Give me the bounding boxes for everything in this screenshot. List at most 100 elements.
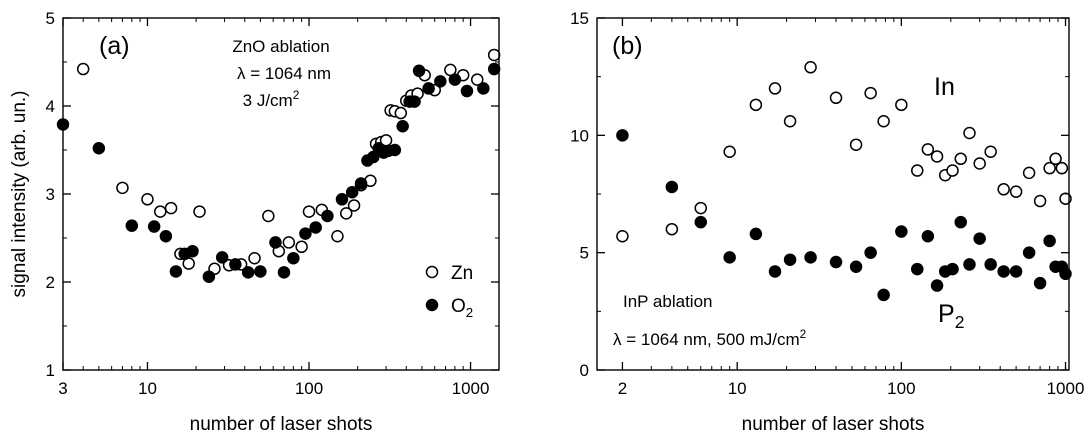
panel-b-open-point bbox=[930, 150, 944, 163]
panel-b-filled-point bbox=[954, 215, 967, 229]
panel-a-filled-point bbox=[388, 143, 402, 157]
panel-b-filled-point bbox=[804, 251, 817, 264]
panel-a-x-tick-label: 1000 bbox=[452, 379, 490, 398]
panel-b-plot-frame bbox=[596, 17, 1070, 371]
panel-a-filled-point bbox=[229, 258, 242, 271]
panel-a-filled-point bbox=[202, 270, 216, 283]
panel-b-filled-point bbox=[665, 180, 679, 194]
panel-a-annotation-sample: ZnO ablation bbox=[232, 37, 329, 56]
panel-a-open-point bbox=[470, 73, 484, 86]
panel-a-x-tick-label: 10 bbox=[138, 379, 157, 398]
panel-b-annotation-sample: InP ablation bbox=[623, 292, 712, 311]
panel-a-open-point bbox=[339, 207, 353, 220]
panel-b-filled-point bbox=[877, 288, 890, 302]
panel-a-open-point bbox=[193, 205, 206, 218]
panel-b-x-tick-label: 2 bbox=[618, 379, 627, 398]
panel-b-open-point bbox=[911, 164, 924, 177]
panel-b-filled-point bbox=[749, 227, 763, 241]
panel-a-filled-point bbox=[269, 236, 282, 249]
panel-a-open-point bbox=[331, 229, 344, 243]
panel-a-filled-point bbox=[277, 266, 291, 279]
panel-b-open-point bbox=[877, 115, 890, 128]
panel-a-filled-point bbox=[299, 227, 312, 240]
panel-b-filled-point bbox=[997, 265, 1010, 278]
panel-a-markers bbox=[56, 48, 501, 283]
legend-marker-o2 bbox=[425, 298, 439, 312]
panel-a-open-point bbox=[302, 205, 316, 218]
panel-b-open-point bbox=[1049, 152, 1062, 166]
panel-a-filled-point bbox=[254, 265, 267, 278]
panel-a-filled-point bbox=[460, 84, 474, 98]
panel-b-open-point bbox=[1033, 194, 1047, 208]
panel-b-series-label-in: In bbox=[934, 73, 955, 101]
panel-a-y-axis-label: signal intensity (arb. un.) bbox=[9, 91, 30, 298]
panel-a-x-tick-label: 3 bbox=[58, 379, 67, 398]
panel-b-open-point bbox=[1043, 161, 1056, 175]
panel-b-filled-point bbox=[1033, 276, 1047, 290]
panel-a-filled-point bbox=[125, 219, 139, 232]
panel-b-open-point bbox=[1059, 192, 1072, 205]
panel-a-open-point bbox=[394, 106, 408, 120]
panel-a-filled-point bbox=[487, 62, 501, 76]
panel-a-filled-point bbox=[186, 244, 199, 258]
panel-a-open-point bbox=[295, 240, 308, 254]
panel-a-x-axis-label: number of laser shots bbox=[190, 414, 373, 435]
panel-b-filled-point bbox=[946, 262, 959, 276]
panel-a-ticks: 3 10 100 1000 1 2 3 4 5 bbox=[46, 9, 499, 398]
panel-a-filled-point bbox=[147, 220, 161, 233]
panel-a: 3 10 100 1000 1 2 3 4 5 (a) ZnO ablation λ = 106… bbox=[9, 9, 501, 435]
panel-b-open-point bbox=[1055, 161, 1069, 175]
legend-marker-zn bbox=[425, 265, 439, 279]
panel-a-annotation-wavelength: λ = 1064 nm bbox=[237, 64, 331, 83]
panel-b-open-point bbox=[921, 143, 935, 156]
panel-b-open-point bbox=[804, 61, 817, 74]
panel-b-open-point bbox=[997, 183, 1010, 196]
panel-a-filled-point bbox=[408, 95, 421, 108]
panel-a-open-point bbox=[347, 199, 361, 212]
panel-a-y-tick-label: 3 bbox=[46, 185, 55, 204]
panel-b-x-tick-label: 1000 bbox=[1047, 379, 1085, 398]
panel-a-filled-point bbox=[215, 251, 229, 264]
panel-a-open-point bbox=[164, 201, 178, 215]
panel-b-open-point bbox=[768, 82, 782, 95]
panel-b-filled-point bbox=[963, 258, 976, 271]
panel-b-x-tick-label: 10 bbox=[728, 379, 747, 398]
panel-b-y-tick-label: 5 bbox=[580, 244, 589, 263]
panel-b-open-point bbox=[954, 152, 967, 166]
panel-a-filled-point bbox=[367, 150, 380, 164]
panel-b-filled-point bbox=[1009, 265, 1023, 278]
panel-b-open-point bbox=[984, 145, 997, 159]
panel-b-open-point bbox=[895, 98, 908, 112]
panel-a-filled-point bbox=[309, 221, 322, 234]
panel-a-filled-point bbox=[396, 119, 409, 133]
panel-b-open-point bbox=[963, 126, 976, 140]
panel-a-filled-point bbox=[287, 251, 300, 265]
panel-a-open-point bbox=[141, 193, 154, 206]
panel-a-filled-point bbox=[169, 265, 183, 278]
panel-a-label: (a) bbox=[99, 32, 130, 60]
panel-b-open-point bbox=[665, 222, 679, 236]
panel-b-annotation-conditions: λ = 1064 nm, 500 mJ/cm2 bbox=[613, 327, 807, 349]
panel-b-filled-point bbox=[768, 265, 782, 278]
panel-b-open-point bbox=[723, 145, 736, 159]
panel-b-open-point bbox=[783, 115, 797, 128]
panel-a-open-point bbox=[248, 251, 261, 265]
panel-b-open-point bbox=[973, 157, 986, 170]
panel-a-open-point bbox=[282, 236, 296, 249]
panel-b-open-point bbox=[864, 86, 877, 100]
panel-a-filled-point bbox=[345, 185, 359, 199]
panel-b-filled-point bbox=[829, 255, 843, 269]
panel-b-ticks: 2 10 100 1000 0 5 10 15 bbox=[570, 9, 1084, 398]
panel-a-open-point bbox=[76, 62, 90, 76]
panel-b-filled-point bbox=[783, 253, 797, 266]
panel-a-y-tick-label: 5 bbox=[46, 9, 55, 28]
panel-a-filled-point bbox=[321, 209, 334, 223]
panel-b-x-tick-label: 100 bbox=[887, 379, 915, 398]
panel-b-open-point bbox=[616, 229, 629, 243]
panel-b-open-point bbox=[749, 98, 763, 112]
panel-b-open-point bbox=[946, 164, 959, 177]
panel-b-x-axis-label: number of laser shots bbox=[742, 414, 925, 435]
legend-label-o2: O2 bbox=[451, 296, 473, 320]
panel-b-y-tick-label: 15 bbox=[570, 9, 589, 28]
